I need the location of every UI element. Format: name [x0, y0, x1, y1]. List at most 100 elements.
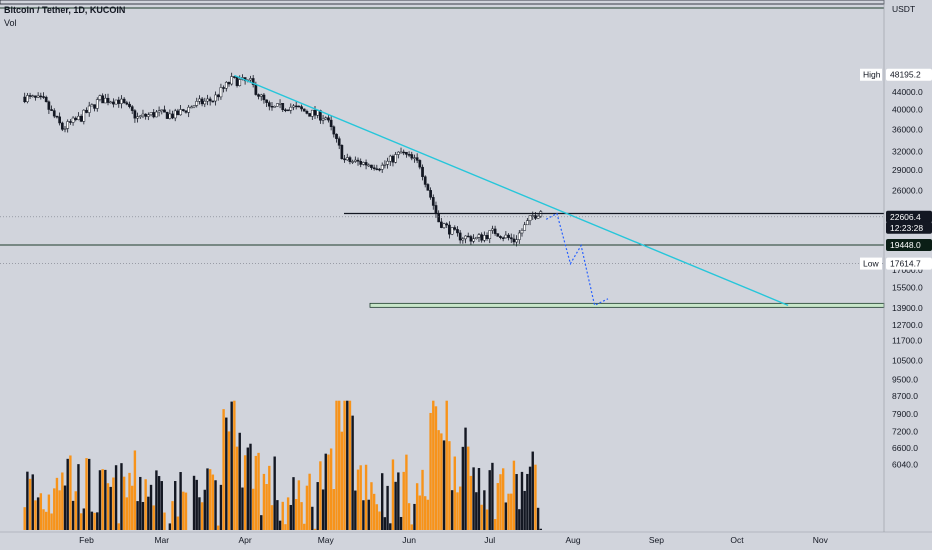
price-unit-label: USDT — [892, 4, 915, 14]
candle-body — [485, 235, 489, 239]
volume-bar — [273, 456, 276, 530]
volume-bar — [526, 473, 529, 530]
candle-body — [343, 158, 346, 161]
candle-body — [345, 157, 349, 161]
volume-bar — [128, 472, 131, 530]
high-label-bg — [860, 68, 882, 81]
volume-bar — [507, 493, 510, 530]
volume-bar — [230, 401, 233, 530]
volume-bar — [375, 504, 379, 530]
high-price-badge-bg — [886, 68, 932, 81]
volume-bar — [493, 519, 497, 530]
volume-bar — [294, 499, 298, 530]
target-zone — [369, 302, 885, 308]
candle-body — [300, 106, 303, 110]
low-label: Low — [863, 259, 879, 269]
candle-body — [71, 117, 75, 123]
volume-bar — [386, 485, 389, 530]
candle-body — [504, 234, 508, 239]
volume-bar — [265, 484, 268, 530]
candle-body — [448, 224, 451, 235]
candle-body — [63, 128, 67, 130]
candle-body — [375, 168, 379, 170]
candle-body — [93, 104, 96, 109]
volume-bar — [184, 492, 188, 530]
volume-bar — [359, 465, 362, 530]
volume-bar — [192, 475, 196, 530]
volume-bar — [101, 469, 104, 530]
candle-body — [437, 213, 441, 223]
volume-bar — [348, 400, 352, 530]
volume-bar — [61, 472, 64, 530]
candle-body — [273, 106, 277, 108]
candle-body — [464, 235, 467, 240]
symbol-title: Bitcoin / Tether, 1D, KUCOIN — [4, 5, 126, 15]
volume-bar — [176, 516, 180, 530]
candle-body — [426, 184, 430, 191]
volume-bar — [26, 471, 29, 530]
candle-body — [195, 101, 199, 106]
volume-bar — [39, 493, 43, 530]
candle-body — [60, 122, 64, 130]
volume-bar — [501, 468, 505, 530]
candle-body — [364, 162, 368, 166]
volume-bar — [281, 501, 284, 530]
volume-bar — [120, 463, 123, 530]
overlay-pane — [0, 0, 885, 308]
candle-body — [442, 223, 446, 228]
candle-body — [410, 154, 414, 159]
candle-body — [509, 237, 513, 240]
price-tick-label: 11700.0 — [892, 335, 922, 345]
candle-body — [423, 176, 427, 185]
candle-body — [171, 113, 174, 119]
volume-bar — [238, 432, 241, 530]
candle-body — [114, 99, 118, 105]
candle-body — [278, 103, 282, 105]
volume-bar — [289, 504, 293, 530]
candle-body — [66, 121, 70, 129]
candle-body — [523, 224, 527, 231]
volume-bar — [208, 469, 212, 530]
volume-bar — [305, 485, 309, 530]
low-label-bg — [860, 257, 882, 270]
volume-label: Vol — [4, 18, 17, 28]
candle-body — [297, 105, 301, 108]
volume-bar — [131, 485, 134, 530]
volume-bar — [270, 505, 274, 530]
price-tick-label: 7900.0 — [892, 409, 918, 419]
volume-bar — [483, 490, 486, 530]
candle-body — [353, 159, 357, 162]
volume-bar — [171, 501, 174, 530]
candle-body — [98, 95, 102, 100]
candle-body — [499, 236, 502, 238]
volume-bar — [405, 454, 408, 530]
volume-bar — [168, 523, 172, 530]
volume-bar — [300, 502, 303, 530]
candle-body — [160, 109, 164, 112]
volume-bar — [88, 458, 91, 530]
volume-bar — [125, 497, 129, 530]
level-badge: 19448.0 — [890, 240, 921, 250]
candle-body — [391, 155, 395, 163]
price-tick-label: 9500.0 — [892, 374, 918, 384]
candle-body — [165, 111, 169, 119]
price-tick-label: 8700.0 — [892, 391, 918, 401]
candle-body — [405, 151, 408, 155]
volume-bar — [469, 475, 473, 530]
volume-bar — [141, 501, 145, 530]
candle-body — [267, 102, 271, 107]
volume-bar — [523, 490, 526, 530]
volume-bar — [63, 485, 67, 530]
volume-bar — [262, 473, 266, 530]
candle-body — [208, 98, 212, 102]
volume-bar — [85, 458, 88, 530]
volume-bar — [499, 474, 502, 530]
volume-bar — [96, 512, 99, 530]
time-axis[interactable]: Feb Mar Apr May Jun Jul Aug Sep Oct Nov — [0, 531, 932, 545]
price-axis[interactable]: 44000.0 40000.0 36000.0 32000.0 29000.0 26000… — [860, 0, 932, 532]
volume-bar — [407, 503, 411, 530]
volume-bar — [200, 502, 204, 530]
volume-bar — [160, 481, 163, 530]
